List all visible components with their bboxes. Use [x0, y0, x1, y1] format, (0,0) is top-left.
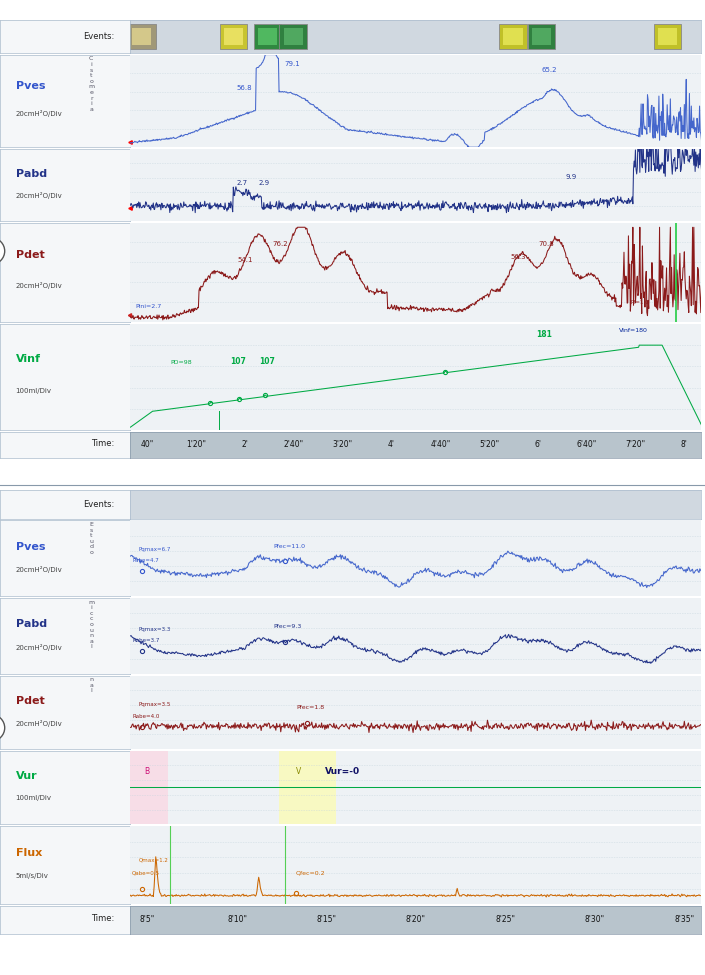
- Text: 5'20": 5'20": [479, 440, 499, 449]
- Text: 56.3: 56.3: [510, 254, 526, 260]
- Text: 8'30": 8'30": [585, 915, 605, 924]
- Text: Vinf=180: Vinf=180: [619, 329, 648, 333]
- Text: 8'20": 8'20": [406, 915, 426, 924]
- Text: Vur=-0: Vur=-0: [324, 767, 360, 776]
- FancyBboxPatch shape: [654, 23, 681, 49]
- Text: n
a
l: n a l: [90, 677, 93, 693]
- Text: 2': 2': [242, 440, 249, 449]
- Text: 6': 6': [534, 440, 541, 449]
- FancyBboxPatch shape: [219, 23, 247, 49]
- FancyBboxPatch shape: [279, 23, 307, 49]
- Text: Events:: Events:: [83, 31, 115, 41]
- Text: Qabe=0.5: Qabe=0.5: [132, 871, 159, 876]
- FancyBboxPatch shape: [254, 23, 281, 49]
- Text: Pini=2.7: Pini=2.7: [135, 304, 161, 309]
- Text: Time:: Time:: [92, 439, 115, 448]
- Text: 181: 181: [536, 330, 552, 338]
- Text: 100ml/Div: 100ml/Div: [16, 795, 51, 800]
- Text: Vur: Vur: [16, 771, 37, 781]
- Text: E
s
t
u
d
o: E s t u d o: [90, 522, 93, 555]
- Text: Pabd: Pabd: [16, 169, 47, 179]
- Text: 70.8: 70.8: [539, 242, 554, 248]
- Text: Qfec=0.2: Qfec=0.2: [296, 871, 326, 876]
- Text: 100ml/Div: 100ml/Div: [16, 388, 51, 394]
- Text: 40": 40": [141, 440, 154, 449]
- Text: PD=98: PD=98: [171, 361, 192, 366]
- FancyBboxPatch shape: [223, 27, 243, 45]
- Text: 107: 107: [259, 357, 275, 367]
- Text: 2'40": 2'40": [284, 440, 304, 449]
- FancyBboxPatch shape: [503, 27, 522, 45]
- FancyBboxPatch shape: [133, 27, 152, 45]
- Text: Pfec=1.8: Pfec=1.8: [296, 705, 324, 710]
- Bar: [130, 751, 168, 824]
- Text: 20cmH²O/Div: 20cmH²O/Div: [16, 110, 63, 117]
- FancyBboxPatch shape: [528, 23, 556, 49]
- Text: Rabe=3.7: Rabe=3.7: [133, 638, 160, 644]
- Text: 8'5": 8'5": [140, 915, 155, 924]
- Text: 7'20": 7'20": [625, 440, 646, 449]
- Text: Pf=1.0: Pf=1.0: [630, 300, 649, 305]
- Text: Pves: Pves: [16, 81, 45, 91]
- Text: 54.1: 54.1: [237, 257, 252, 263]
- Text: 79.1: 79.1: [285, 60, 300, 66]
- Text: 8'35": 8'35": [674, 915, 694, 924]
- Text: 56.8: 56.8: [236, 85, 252, 91]
- Text: Pdet: Pdet: [16, 696, 44, 706]
- Text: 8'10": 8'10": [227, 915, 247, 924]
- FancyBboxPatch shape: [283, 27, 302, 45]
- FancyBboxPatch shape: [258, 27, 277, 45]
- Text: 65.2: 65.2: [541, 67, 557, 73]
- FancyBboxPatch shape: [658, 27, 677, 45]
- Text: 20cmH²O/Div: 20cmH²O/Div: [16, 283, 63, 290]
- Text: m
i
c
c
o
u
n
a
l: m i c c o u n a l: [88, 600, 94, 649]
- Text: Pves: Pves: [16, 542, 45, 552]
- Text: 107: 107: [231, 357, 246, 367]
- Text: Pabd: Pabd: [16, 619, 47, 629]
- Text: V: V: [296, 767, 301, 776]
- FancyBboxPatch shape: [128, 23, 156, 49]
- Text: 4'40": 4'40": [430, 440, 450, 449]
- Text: Flux: Flux: [16, 848, 42, 858]
- FancyBboxPatch shape: [499, 23, 527, 49]
- Text: 20cmH²O/Div: 20cmH²O/Div: [16, 644, 63, 650]
- Text: Pqmax=3.3: Pqmax=3.3: [139, 627, 171, 632]
- Text: 2.9: 2.9: [259, 179, 270, 186]
- Text: Pqmax=3.5: Pqmax=3.5: [139, 702, 171, 708]
- Text: Pdet: Pdet: [16, 251, 44, 260]
- Text: Pqmax=6.7: Pqmax=6.7: [139, 547, 171, 552]
- Text: 4': 4': [388, 440, 395, 449]
- Text: Time:: Time:: [92, 915, 115, 923]
- Text: Pabe=4.7: Pabe=4.7: [133, 559, 159, 564]
- Text: 8': 8': [681, 440, 688, 449]
- Text: Qmax=1.2: Qmax=1.2: [139, 857, 169, 862]
- Text: Pfec=11.0: Pfec=11.0: [274, 544, 305, 549]
- Text: Vinf: Vinf: [16, 354, 41, 364]
- Text: 20cmH²O/Div: 20cmH²O/Div: [16, 192, 63, 199]
- Text: C
i
s
t
o
m
e
r
i
a: C i s t o m e r i a: [88, 57, 94, 112]
- Text: 20cmH²O/Div: 20cmH²O/Div: [16, 720, 63, 726]
- Text: 6'40": 6'40": [577, 440, 597, 449]
- Text: 8'25": 8'25": [496, 915, 515, 924]
- Text: Events:: Events:: [83, 500, 115, 509]
- Text: 1'20": 1'20": [186, 440, 207, 449]
- Text: Pfec=9.3: Pfec=9.3: [274, 624, 302, 630]
- Bar: [279, 751, 336, 824]
- Text: 5ml/s/Div: 5ml/s/Div: [16, 873, 49, 878]
- Text: 2.7: 2.7: [236, 179, 247, 186]
- Text: 8'15": 8'15": [317, 915, 336, 924]
- Text: 20cmH²O/Div: 20cmH²O/Div: [16, 566, 63, 573]
- Text: 76.2: 76.2: [272, 242, 288, 248]
- Text: 3'20": 3'20": [333, 440, 352, 449]
- FancyBboxPatch shape: [532, 27, 551, 45]
- Text: Rabe=4.0: Rabe=4.0: [133, 715, 160, 720]
- Text: 9.9: 9.9: [565, 175, 577, 180]
- Text: B: B: [145, 767, 150, 776]
